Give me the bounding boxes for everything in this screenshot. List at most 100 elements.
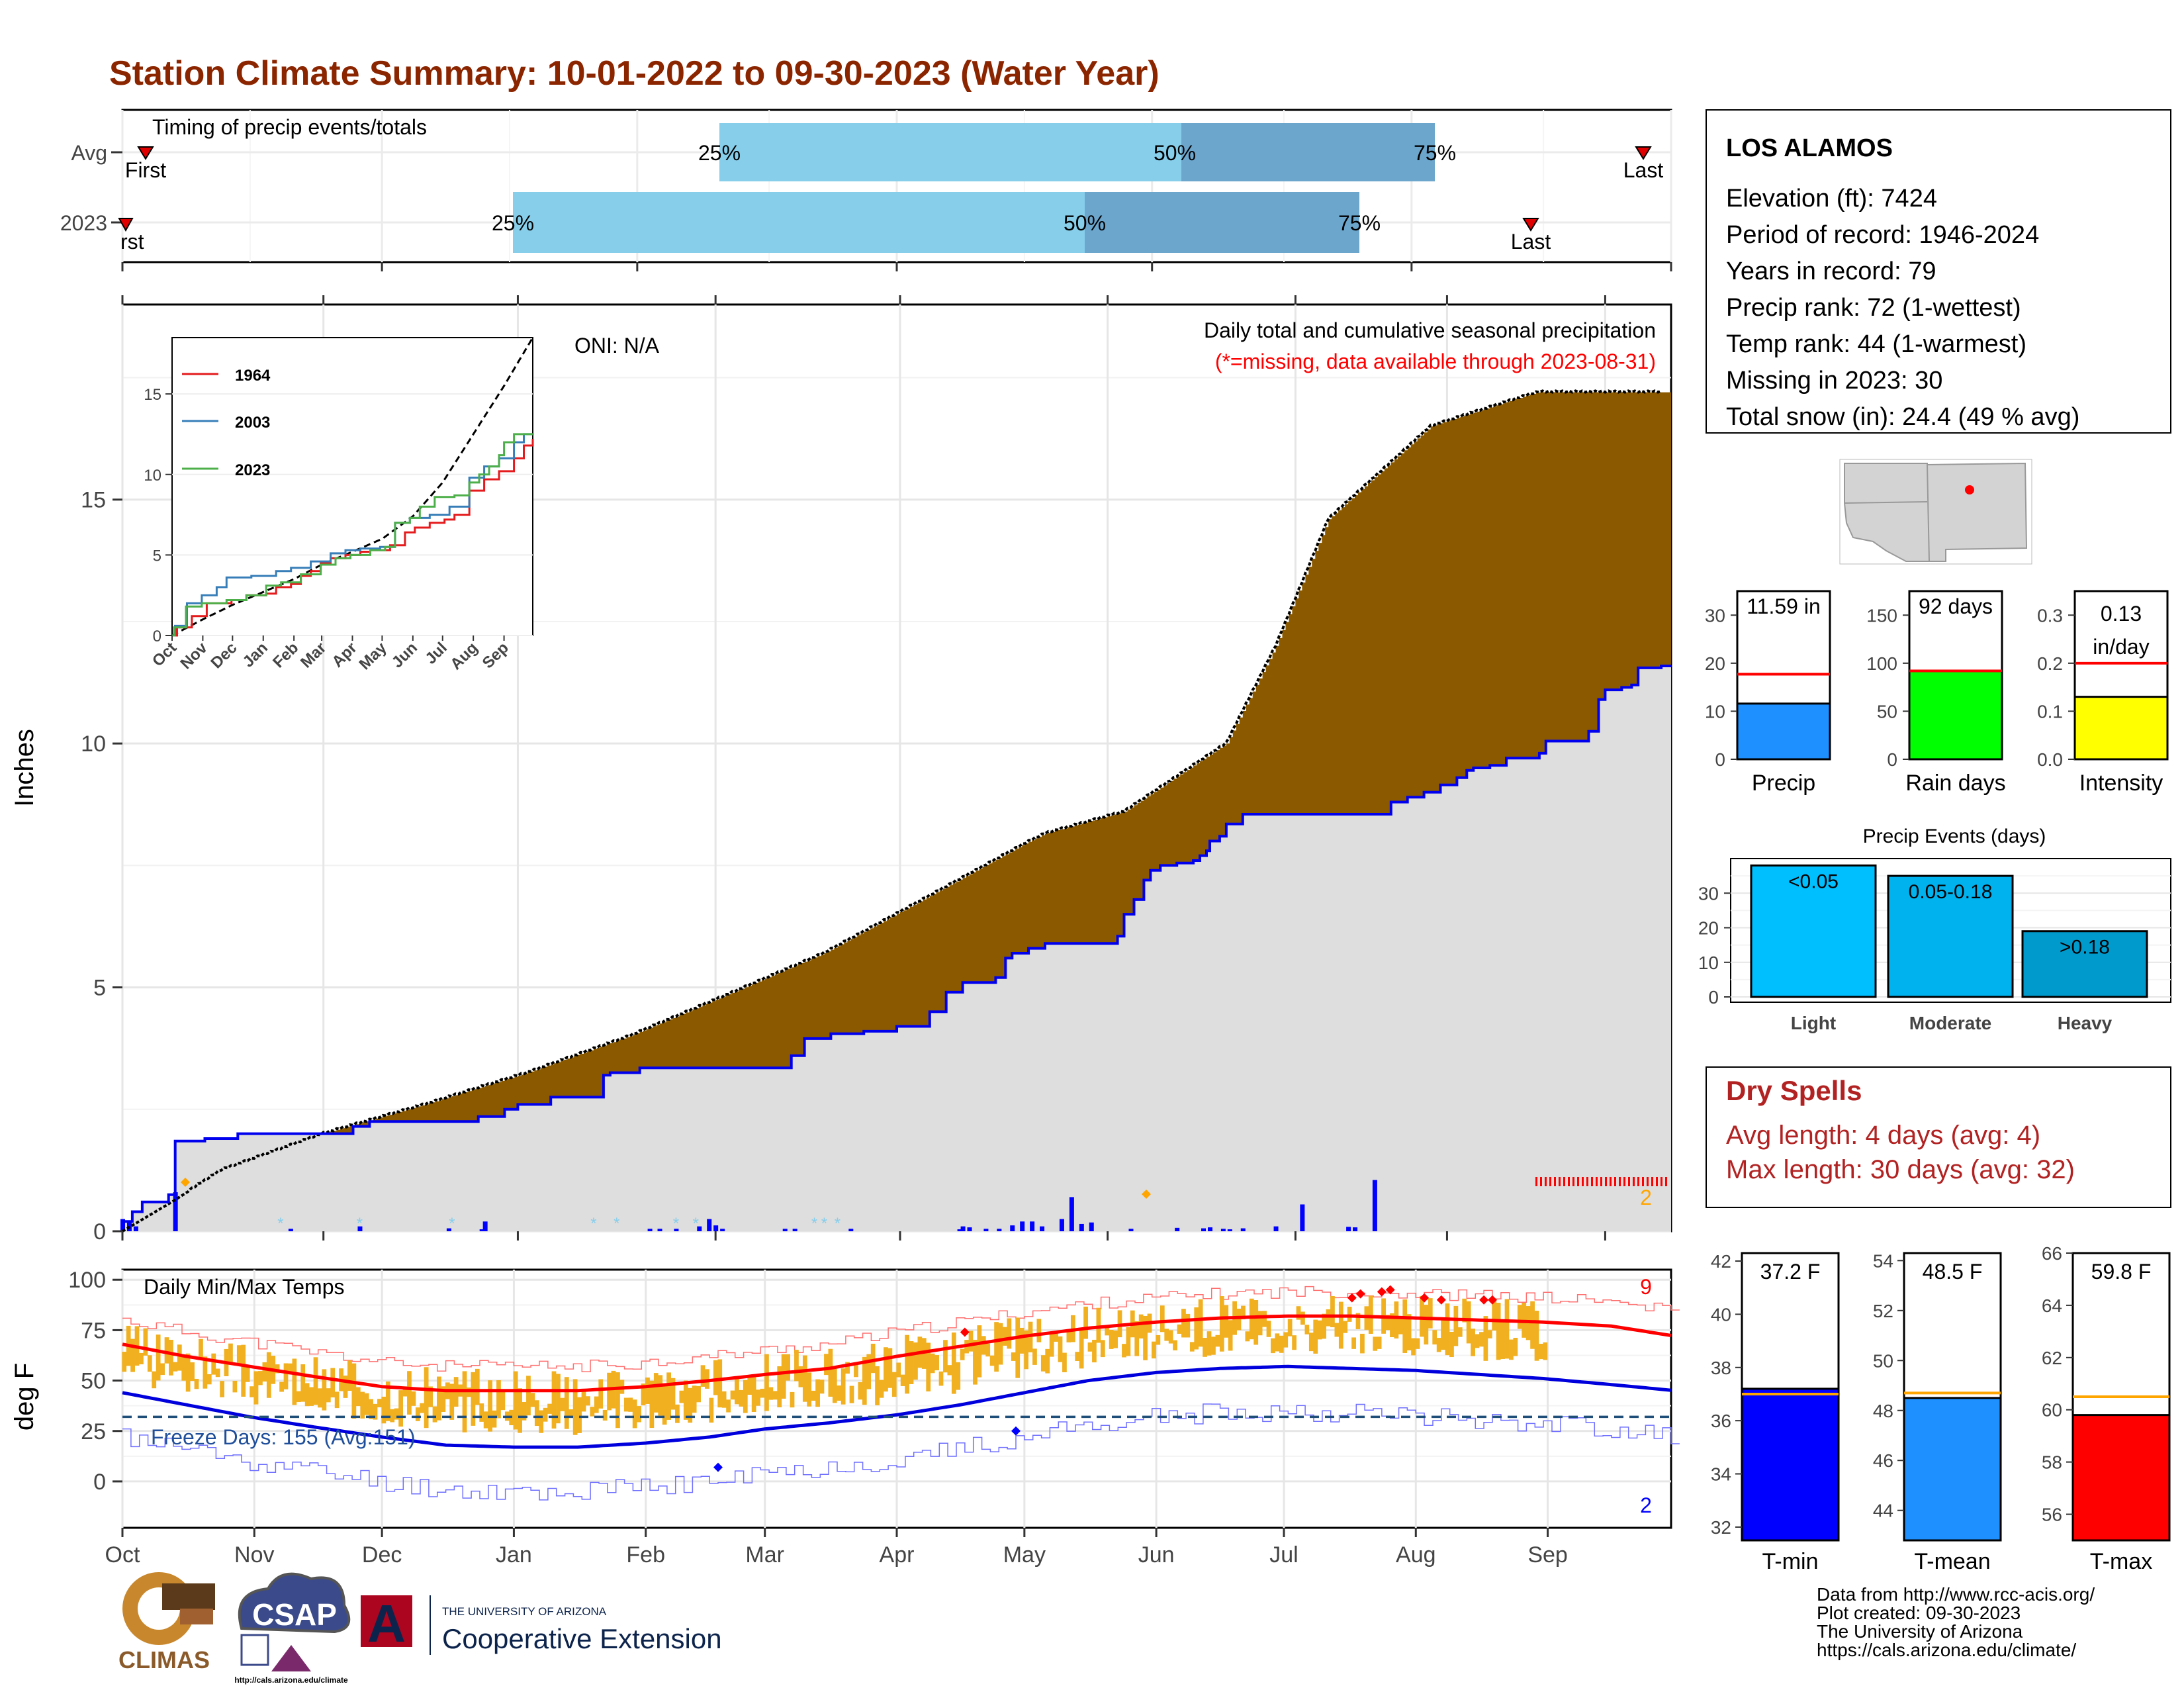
daily-temp-bar	[623, 1397, 629, 1412]
daily-temp-bar	[615, 1372, 620, 1429]
daily-temp-bar	[479, 1403, 484, 1422]
intensity-label: Intensity	[2079, 771, 2163, 796]
daily-temp-bar	[1343, 1321, 1348, 1333]
daily-temp-bar	[1087, 1342, 1093, 1352]
daily-temp-bar	[781, 1354, 786, 1399]
y2023-q75-label: 75%	[1338, 211, 1381, 235]
temp-summary-tick-label: 58	[2042, 1452, 2062, 1473]
daily-temp-bar	[739, 1389, 744, 1407]
daily-temp-bar	[130, 1338, 135, 1372]
daily-temp-bar	[304, 1383, 310, 1407]
temp-summary-tick-label: 50	[1873, 1350, 1893, 1371]
daily-temp-bar	[628, 1397, 633, 1412]
daily-precip-bar	[1220, 1229, 1226, 1231]
daily-temp-bar	[858, 1382, 863, 1400]
daily-temp-bar	[330, 1368, 336, 1398]
daily-temp-bar	[688, 1387, 693, 1423]
cumulative-2023-fill	[122, 666, 1671, 1231]
daily-temp-bar	[152, 1371, 157, 1389]
daily-temp-bar	[577, 1397, 582, 1433]
daily-temp-bar	[347, 1360, 352, 1391]
daily-temp-bar	[973, 1339, 978, 1385]
station-name: LOS ALAMOS	[1726, 134, 1893, 162]
daily-precip-bar	[1300, 1204, 1305, 1231]
daily-temp-bar	[670, 1378, 676, 1410]
daily-temp-bar	[794, 1350, 799, 1382]
daily-temp-bar	[232, 1380, 238, 1393]
mini-bar-tick-label: 0.0	[2037, 749, 2063, 770]
daily-temp-bar	[398, 1390, 403, 1427]
daily-precip-bar	[1030, 1221, 1035, 1231]
credit-url: https://cals.arizona.edu/climate/	[1817, 1640, 2076, 1660]
timing-row-2023: 2023	[60, 211, 107, 235]
daily-temp-bar	[488, 1380, 492, 1432]
daily-temp-bar	[1543, 1342, 1548, 1360]
daily-temp-bar	[1215, 1335, 1220, 1347]
record-high-marker	[1479, 1295, 1489, 1305]
temp-summary-value	[2071, 1414, 2171, 1542]
daily-temp-bar	[1011, 1352, 1016, 1361]
daily-temp-bar	[236, 1345, 242, 1364]
daily-temp-bar	[122, 1352, 127, 1372]
daily-temp-bar	[1113, 1330, 1118, 1348]
daily-temp-bar	[666, 1372, 671, 1420]
daily-temp-bar	[956, 1362, 961, 1390]
daily-temp-bar	[1428, 1298, 1433, 1329]
missing-note: (*=missing, data available through 2023-…	[1215, 350, 1656, 373]
daily-temp-bar	[632, 1399, 637, 1429]
daily-temp-bar	[1492, 1298, 1497, 1331]
daily-temp-bar	[1436, 1338, 1441, 1352]
events-tick-label: 20	[1698, 918, 1719, 939]
daily-precip-bar	[713, 1225, 719, 1231]
mini-bar-tick-label: 10	[1705, 701, 1725, 722]
daily-temp-bar	[1249, 1298, 1254, 1340]
daily-temp-bar	[1173, 1340, 1177, 1350]
daily-temp-bar	[1015, 1317, 1021, 1378]
daily-temp-bar	[351, 1363, 357, 1419]
daily-temp-bar	[1479, 1332, 1484, 1347]
snow-flake-marker: *	[835, 1215, 841, 1233]
daily-temp-bar	[526, 1376, 531, 1416]
daily-temp-bar	[981, 1336, 986, 1355]
event-bar-inner-label: 0.05-0.18	[1909, 881, 1993, 903]
ua-logo-letter: A	[367, 1594, 406, 1653]
inset-y-tick-label: 5	[153, 547, 161, 565]
temp-x-tick-label: Jan	[496, 1542, 532, 1568]
daily-temp-bar	[815, 1379, 820, 1407]
daily-temp-bar	[1355, 1313, 1361, 1329]
daily-temp-bar	[1138, 1314, 1144, 1338]
daily-temp-bar	[1109, 1330, 1114, 1349]
daily-temp-bar	[1530, 1301, 1535, 1349]
temp-summary-tick-label: 48	[1873, 1401, 1893, 1421]
daily-precip-bar	[1020, 1221, 1025, 1231]
inset-legend-2003: 2003	[235, 414, 270, 432]
event-bar-inner-label: >0.18	[2060, 937, 2110, 959]
temp-summary-tick-label: 62	[2042, 1348, 2062, 1368]
daily-precip-bar	[1040, 1226, 1045, 1231]
event-bar-heavy	[2021, 930, 2148, 998]
precip-total-value: 11.59 in	[1747, 594, 1821, 618]
daily-temp-bar	[1457, 1327, 1463, 1337]
temp-x-tick-label: Feb	[626, 1542, 665, 1568]
daily-temp-bar	[1390, 1313, 1394, 1338]
daily-temp-bar	[402, 1386, 408, 1397]
temp-summary-tick-label: 54	[1873, 1250, 1893, 1271]
temp-summary-tick-label: 52	[1873, 1301, 1893, 1321]
inset-2023-line	[172, 433, 533, 637]
daily-temp-bar	[777, 1366, 782, 1407]
daily-temp-bar	[1445, 1303, 1450, 1356]
daily-temp-bar	[313, 1357, 318, 1405]
ua-logo-title: Cooperative Extension	[442, 1623, 722, 1654]
temp-summary-tick-label: 36	[1711, 1411, 1731, 1431]
daily-temp-bar	[692, 1385, 697, 1413]
y2023-q50-label: 50%	[1064, 211, 1106, 235]
daily-temp-bar	[1406, 1314, 1412, 1350]
daily-temp-bar	[292, 1358, 297, 1405]
daily-precip-bar	[1128, 1229, 1134, 1231]
daily-temp-bar	[1424, 1305, 1429, 1345]
record-high-marker	[1488, 1295, 1497, 1305]
daily-temp-bar	[1257, 1311, 1263, 1336]
daily-precip-bar	[1273, 1226, 1279, 1231]
